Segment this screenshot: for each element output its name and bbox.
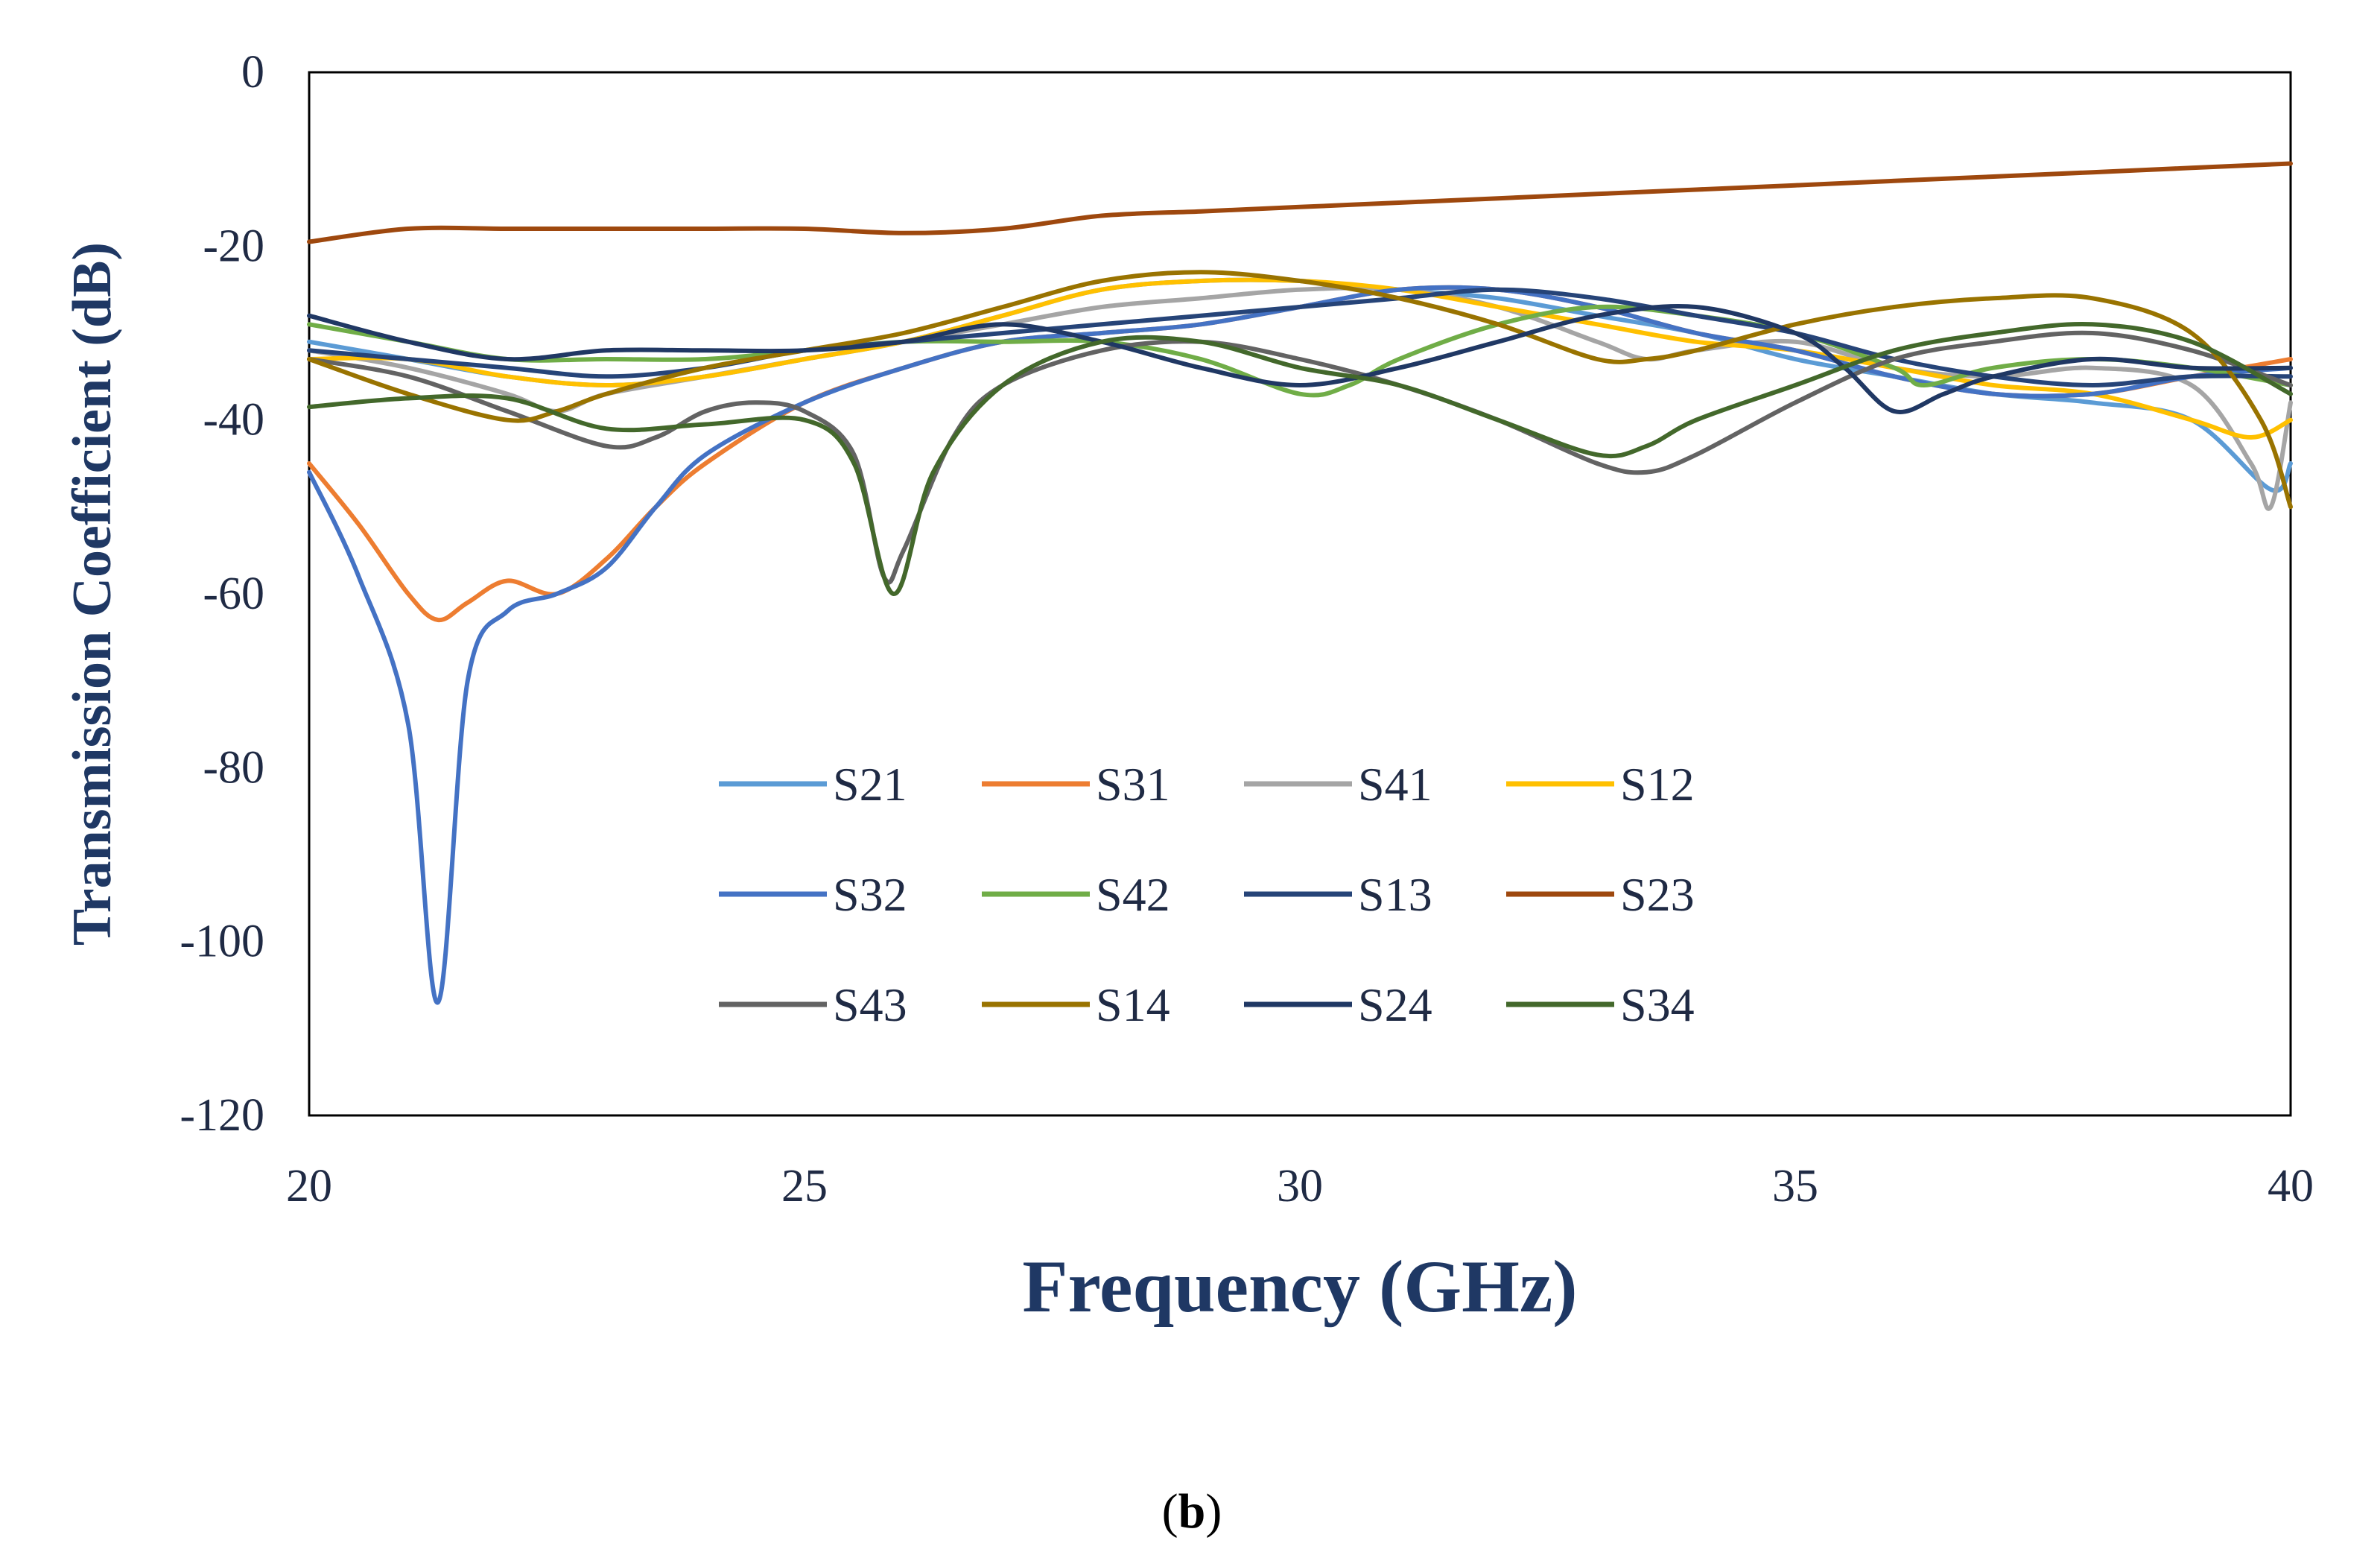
legend-label: S12	[1620, 758, 1695, 811]
legend-item-s43: S43	[719, 978, 907, 1031]
legend-item-s31: S31	[982, 758, 1170, 811]
y-tick-label: -100	[180, 916, 264, 967]
legend-label: S41	[1358, 758, 1432, 811]
plot-area	[308, 71, 2292, 1117]
legend: S21 S31 S41 S12 S32 S42 S13 S23 S43 S14 S24 S34	[719, 758, 1695, 1031]
legend-label: S31	[1096, 758, 1170, 811]
legend-item-s41: S41	[1244, 758, 1432, 811]
legend-label: S42	[1096, 868, 1170, 921]
legend-item-s14: S14	[982, 978, 1170, 1031]
y-tick-label: -40	[203, 395, 264, 446]
x-axis-title: Frequency (GHz)	[1022, 1245, 1577, 1328]
series-line-s24	[307, 303, 2293, 414]
y-tick-label: -20	[203, 221, 264, 271]
legend-item-s34: S34	[1506, 978, 1695, 1031]
legend-label: S14	[1096, 978, 1170, 1031]
legend-item-s21: S21	[719, 758, 907, 811]
y-axis-title: Transmission Coefficient (dB)	[62, 242, 123, 946]
legend-item-s13: S13	[1244, 868, 1432, 921]
legend-item-s32: S32	[719, 868, 907, 921]
legend-item-s24: S24	[1244, 978, 1432, 1031]
legend-item-s12: S12	[1506, 758, 1695, 811]
legend-item-s23: S23	[1506, 868, 1695, 921]
series-line-s14	[307, 270, 2293, 510]
y-tick-label: -120	[180, 1090, 264, 1141]
series-layer	[307, 161, 2293, 1005]
y-tick-label: -80	[203, 742, 264, 793]
legend-label: S13	[1358, 868, 1432, 921]
series-line-s34	[307, 322, 2293, 596]
y-tick-labels: 0 -20 -40 -60 -80 -100 -120	[180, 47, 264, 1141]
x-tick-label: 20	[286, 1161, 332, 1212]
legend-label: S43	[833, 978, 907, 1031]
series-line-s23	[307, 161, 2293, 244]
legend-label: S21	[833, 758, 907, 811]
series-line-s13	[307, 287, 2293, 387]
figure-caption: (b)	[1162, 1484, 1222, 1539]
y-tick-label: 0	[241, 47, 264, 98]
x-tick-labels: 20 25 30 35 40	[286, 1161, 2314, 1212]
x-tick-label: 25	[781, 1161, 828, 1212]
x-tick-label: 35	[1772, 1161, 1818, 1212]
x-tick-label: 40	[2268, 1161, 2314, 1212]
legend-item-s42: S42	[982, 868, 1170, 921]
x-tick-label: 30	[1277, 1161, 1323, 1212]
legend-label: S23	[1620, 868, 1695, 921]
legend-label: S32	[833, 868, 907, 921]
legend-label: S24	[1358, 978, 1432, 1031]
y-tick-label: -60	[203, 569, 264, 619]
series-line-s42	[307, 304, 2293, 398]
legend-label: S34	[1620, 978, 1695, 1031]
